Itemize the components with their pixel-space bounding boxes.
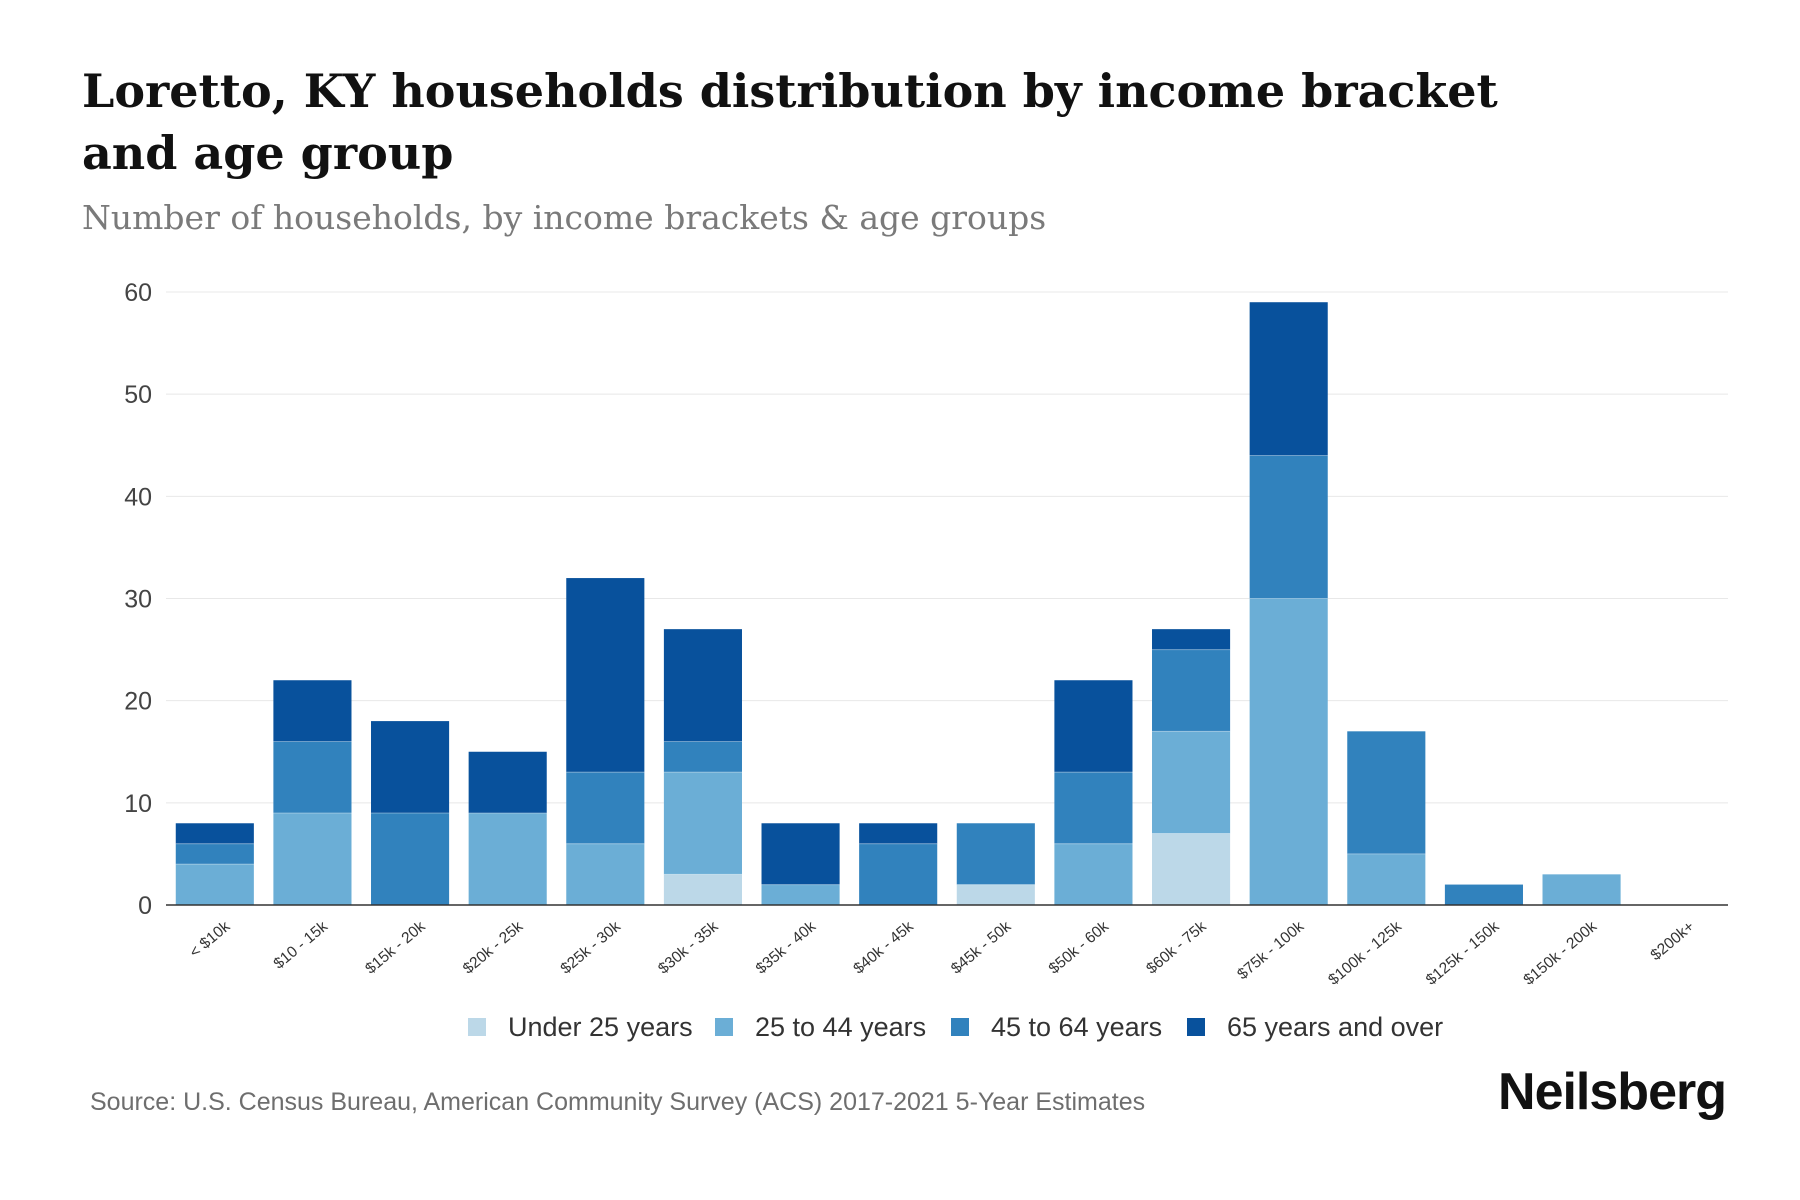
source-note: Source: U.S. Census Bureau, American Com… [90,1088,1146,1116]
bar-segment-45-to-64-years-13 [1444,884,1523,905]
bar-segment-65-years-and-over-1 [273,680,352,742]
bar-segment-45-to-64-years-11 [1249,455,1328,599]
legend-swatch-1 [715,1018,733,1036]
x-tick-label: $30k - 35k [655,918,722,978]
y-tick-label: 50 [124,381,152,409]
bar-segment-65-years-and-over-9 [1054,680,1133,773]
bar-segment-under-25-years-10 [1152,833,1231,905]
y-tick-label: 30 [124,586,152,614]
y-tick-label: 60 [124,279,152,307]
bar-segment-45-to-64-years-0 [175,843,254,865]
bar-segment-25-to-44-years-11 [1249,598,1328,905]
x-tick-label: $150k - 200k [1521,918,1601,989]
bar-segment-45-to-64-years-4 [566,772,645,844]
y-tick-label: 0 [138,892,152,920]
bar-segment-45-to-64-years-8 [956,823,1035,885]
bar-segment-65-years-and-over-11 [1249,302,1328,456]
bars [175,302,1621,905]
x-tick-label: $75k - 100k [1234,918,1307,983]
gridlines [166,291,1728,804]
bar-segment-25-to-44-years-14 [1542,874,1621,905]
bar-segment-25-to-44-years-3 [468,813,547,905]
x-tick-label: $50k - 60k [1046,918,1113,978]
legend-label: 65 years and over [1227,1012,1443,1042]
bar-segment-25-to-44-years-0 [175,864,254,905]
legend-label: 45 to 64 years [991,1012,1162,1042]
brand-logo: Neilsberg [1498,1063,1727,1121]
x-tick-label: $125k - 150k [1423,918,1503,989]
bar-segment-45-to-64-years-7 [859,843,938,905]
bar-segment-65-years-and-over-5 [663,629,742,742]
y-tick-label: 10 [124,790,152,818]
bar-segment-45-to-64-years-2 [371,813,450,905]
x-tick-label: $45k - 50k [948,918,1015,978]
x-tick-label: $15k - 20k [362,918,429,978]
x-tick-label: $35k - 40k [753,918,820,978]
legend-swatch-2 [951,1018,969,1036]
legend-label: Under 25 years [508,1012,693,1042]
bar-segment-25-to-44-years-5 [663,772,742,875]
x-tick-label: $20k - 25k [460,918,527,978]
chart-subtitle: Number of households, by income brackets… [82,198,1047,237]
bar-segment-45-to-64-years-5 [663,741,742,773]
legend-swatch-3 [1187,1018,1205,1036]
bar-segment-25-to-44-years-10 [1152,731,1231,834]
bar-segment-25-to-44-years-1 [273,813,352,905]
bar-segment-65-years-and-over-7 [859,823,938,844]
x-tick-label: $100k - 125k [1325,918,1405,989]
bar-segment-25-to-44-years-6 [761,884,840,905]
y-axis-ticks: 0 10 20 30 40 50 60 [124,279,152,920]
bar-segment-65-years-and-over-0 [175,823,254,844]
bar-segment-65-years-and-over-10 [1152,629,1231,650]
x-axis-ticks: < $10k $10 - 15k $15k - 20k $20k - 25k $25k … [186,918,1697,989]
chart-title: Loretto, KY households distribution by i… [82,64,1498,180]
legend: Under 25 years 25 to 44 years 45 to 64 yea… [468,1012,1443,1042]
bar-segment-25-to-44-years-4 [566,843,645,905]
bar-segment-65-years-and-over-2 [371,721,450,814]
stacked-bar-chart: 0 10 20 30 40 50 60 < $10k $10 - 15k $15k - 20k $… [124,279,1728,1042]
bar-segment-45-to-64-years-9 [1054,772,1133,844]
bar-segment-45-to-64-years-10 [1152,649,1231,732]
x-tick-label: < $10k [186,918,233,961]
bar-segment-25-to-44-years-12 [1347,853,1426,905]
bar-segment-45-to-64-years-12 [1347,731,1426,854]
x-tick-label: $25k - 30k [558,918,625,978]
x-tick-label: $10 - 15k [271,918,332,973]
bar-segment-under-25-years-8 [956,884,1035,905]
bar-segment-65-years-and-over-6 [761,823,840,885]
x-tick-label: $200k+ [1648,918,1698,964]
bar-segment-under-25-years-5 [663,874,742,905]
legend-label: 25 to 44 years [755,1012,926,1042]
y-tick-label: 20 [124,688,152,716]
x-tick-label: $40k - 45k [850,918,917,978]
y-tick-label: 40 [124,483,152,511]
bar-segment-65-years-and-over-3 [468,751,547,814]
legend-swatch-0 [468,1018,486,1036]
bar-segment-65-years-and-over-4 [566,578,645,773]
x-tick-label: $60k - 75k [1143,918,1210,978]
bar-segment-45-to-64-years-1 [273,741,352,814]
bar-segment-25-to-44-years-9 [1054,843,1133,905]
